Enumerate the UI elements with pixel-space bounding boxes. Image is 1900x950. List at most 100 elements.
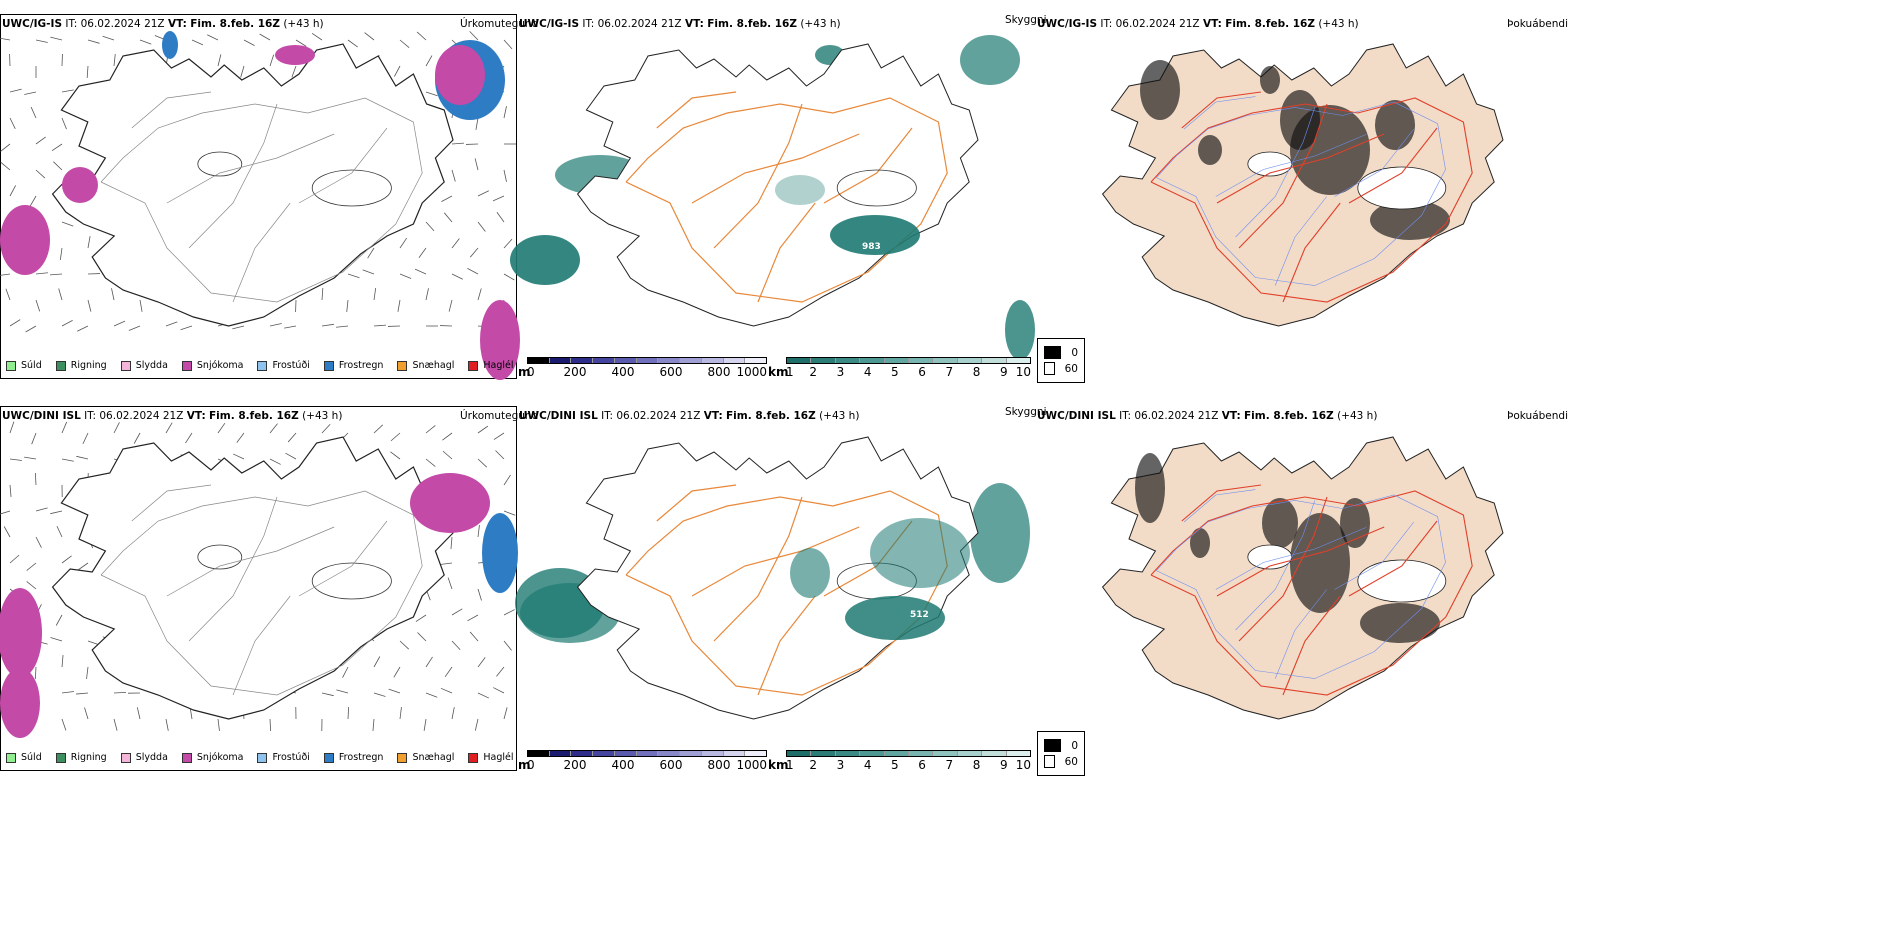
road-line (625, 97, 948, 303)
road-line (1334, 128, 1415, 197)
fog-legend-label: 60 (1064, 755, 1078, 768)
fog-area (1340, 498, 1370, 548)
colorbar-tick: 5 (891, 758, 899, 772)
fog-legend-row1: 0 60 (1037, 338, 1085, 383)
roads-orange (625, 91, 948, 303)
it-value: 06.02.2024 21Z (80, 18, 165, 30)
coastline (576, 436, 979, 720)
precip-legend-row2: Súld Rigning Slydda Snjókoma Frostúði Frostre… (6, 752, 514, 763)
fog-legend-label: 60 (1064, 362, 1078, 375)
fog-legend-row2: 0 60 (1037, 731, 1085, 776)
road-line (1150, 97, 1473, 303)
colorbar-tick: 8 (972, 365, 981, 379)
visibility-area (870, 518, 970, 588)
legend-label: Snæhagl (412, 360, 455, 371)
road-line (1235, 500, 1316, 631)
fog-area (1140, 60, 1180, 120)
road-line (691, 526, 860, 597)
fog-area (1260, 66, 1280, 94)
road-line (1348, 127, 1438, 204)
fog-area (1135, 453, 1165, 523)
legend-swatch (55, 360, 66, 371)
road-line (1216, 133, 1385, 204)
fog-legend-item-0: 0 (1044, 346, 1078, 359)
colorbar-cell-7 (680, 751, 702, 756)
fog-legend-swatch (1044, 362, 1055, 375)
road-line (1150, 490, 1473, 696)
legend-swatch (120, 360, 131, 371)
colorbar-cell-1 (811, 358, 836, 363)
legend-label: Slydda (135, 360, 168, 371)
panel-title-fog-row2: Þokuábendi (1507, 410, 1568, 422)
visibility-unit-row2: km (768, 758, 789, 772)
colorbar-tick: 10 (1015, 365, 1031, 379)
it-label: IT: (65, 18, 78, 30)
colorbar-cell-0 (787, 358, 812, 363)
road-line (1274, 589, 1327, 679)
visibility-area (555, 155, 645, 195)
colorbar-tick: 200 (563, 365, 587, 379)
fog-legend-item-1: 60 (1044, 362, 1078, 375)
precip-legend-row1: Súld Rigning Slydda Snjókoma Frostúði Frostre… (6, 360, 514, 371)
colorbar-cell-8 (701, 751, 724, 756)
colorbar-tick: 1 (786, 365, 794, 379)
colorbar-cell-10 (745, 751, 767, 756)
lead-time: (+43 h) (283, 18, 324, 30)
colorbar-cell-8 (701, 358, 724, 363)
road-line (1238, 103, 1328, 249)
legend-label: Haglél (483, 360, 514, 371)
legend-label: Frostúði (272, 752, 310, 763)
header-fog-row1: UWC/IG-IS IT: 06.02.2024 21Z VT: Fim. 8.… (1037, 18, 1359, 30)
legend-swatch (397, 752, 408, 763)
legend-label: Haglél (483, 752, 514, 763)
legend-swatch (468, 752, 479, 763)
header-precip-row2: UWC/DINI ISL IT: 06.02.2024 21Z VT: Fim.… (2, 410, 343, 422)
roads-red (1150, 484, 1473, 696)
colorbar-tick: 5 (891, 365, 899, 379)
legend-label: Frostúði (272, 360, 310, 371)
glacier-outline (1357, 166, 1447, 210)
visibility-value-label-row1: 983 (862, 242, 881, 252)
fog-area (1370, 200, 1450, 240)
legend-swatch (181, 360, 192, 371)
legend-item-3: Snjókoma (181, 752, 243, 763)
colorbar-cell-10 (745, 358, 767, 363)
legend-swatch (468, 360, 479, 371)
colorbar-cell-0 (528, 751, 550, 756)
road-line (1156, 494, 1446, 679)
fog-legend-label: 0 (1071, 346, 1078, 359)
legend-swatch (120, 752, 131, 763)
legend-item-7: Haglél (468, 360, 514, 371)
visibility-colorbar-row1: 1 2 3 4 5 6 7 8 9 10 (786, 357, 1031, 379)
visibility-area (970, 483, 1030, 583)
road-line (1215, 134, 1367, 197)
visibility-value-label-row2: 512 (910, 610, 929, 620)
colorbar-tick: 8 (972, 758, 981, 772)
road-line (1282, 202, 1341, 303)
legend-label: Rigning (70, 360, 107, 371)
colorbar-cell-4 (884, 358, 910, 363)
visibility-unit-row1: km (768, 365, 789, 379)
colorbar-cell-6 (933, 751, 958, 756)
glacier-outline (1357, 559, 1447, 603)
road-line (1348, 520, 1438, 597)
visibility-colorbar-row2: 1 2 3 4 5 6 7 8 9 10 (786, 750, 1031, 772)
colorbar-tick: 800 (707, 365, 731, 379)
colorbar-cell-5 (909, 751, 934, 756)
legend-item-0: Súld (6, 752, 42, 763)
colorbar-tick: 3 (836, 365, 845, 379)
height-unit-row1: m (518, 365, 531, 379)
header-visibility-row1: UWC/IG-IS IT: 06.02.2024 21Z VT: Fim. 8.… (519, 18, 841, 30)
legend-label: Snæhagl (412, 752, 455, 763)
colorbar-cell-9 (723, 358, 746, 363)
colorbar-cell-6 (658, 358, 681, 363)
precip-panel-row1 (0, 14, 517, 379)
road-line (1334, 521, 1415, 590)
legend-label: Frostregn (338, 360, 384, 371)
colorbar-cell-4 (884, 751, 910, 756)
visibility-area (960, 35, 1020, 85)
glacier-outline (1247, 544, 1293, 570)
road-line (1156, 101, 1446, 286)
fog-area (1280, 90, 1320, 150)
road-line (757, 202, 816, 303)
